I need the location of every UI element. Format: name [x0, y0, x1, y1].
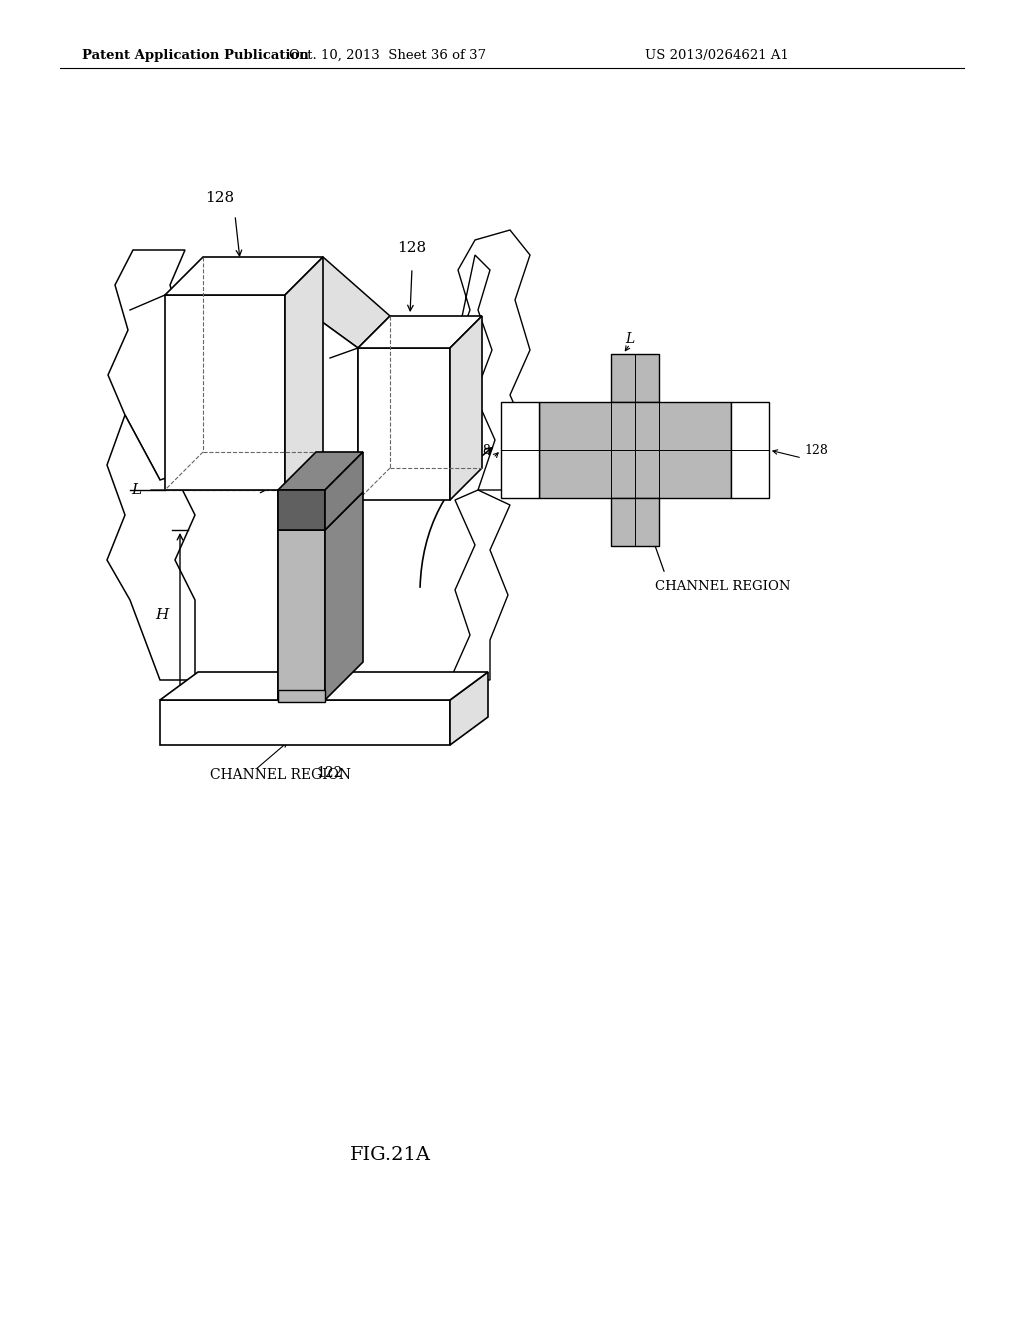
Polygon shape — [455, 230, 530, 490]
Polygon shape — [358, 315, 482, 348]
Polygon shape — [278, 531, 325, 700]
Polygon shape — [358, 348, 450, 500]
Polygon shape — [539, 403, 731, 498]
Text: 128: 128 — [467, 444, 490, 457]
Polygon shape — [165, 294, 285, 490]
Text: CHANNEL REGION: CHANNEL REGION — [655, 579, 791, 593]
Polygon shape — [285, 294, 358, 500]
Text: L: L — [626, 333, 635, 346]
Text: FIG.21A: FIG.21A — [349, 1146, 430, 1164]
Text: H: H — [694, 418, 707, 433]
Text: 128: 128 — [397, 242, 427, 255]
Text: US 2013/0264621 A1: US 2013/0264621 A1 — [645, 49, 788, 62]
Polygon shape — [278, 490, 325, 531]
Polygon shape — [285, 451, 390, 500]
Text: 128: 128 — [206, 191, 234, 205]
Polygon shape — [285, 257, 323, 490]
Polygon shape — [450, 315, 482, 500]
Polygon shape — [278, 451, 362, 490]
Polygon shape — [160, 672, 488, 700]
Polygon shape — [160, 700, 450, 744]
Polygon shape — [106, 414, 195, 680]
Polygon shape — [285, 257, 390, 348]
Text: 122: 122 — [316, 766, 343, 780]
Polygon shape — [278, 690, 325, 702]
Polygon shape — [325, 451, 362, 531]
Text: 128: 128 — [804, 444, 827, 457]
Polygon shape — [108, 249, 185, 480]
Text: 171: 171 — [252, 723, 279, 737]
Text: H: H — [694, 467, 707, 480]
Polygon shape — [278, 490, 325, 700]
Text: CHANNEL REGION: CHANNEL REGION — [210, 768, 351, 781]
Text: H: H — [156, 609, 169, 622]
Text: Oct. 10, 2013  Sheet 36 of 37: Oct. 10, 2013 Sheet 36 of 37 — [290, 49, 486, 62]
Text: Patent Application Publication: Patent Application Publication — [82, 49, 309, 62]
Polygon shape — [165, 257, 323, 294]
Polygon shape — [450, 490, 510, 680]
Polygon shape — [501, 403, 539, 498]
Text: L: L — [131, 483, 141, 498]
Polygon shape — [611, 498, 659, 546]
Polygon shape — [731, 403, 769, 498]
Polygon shape — [325, 492, 362, 700]
Polygon shape — [450, 672, 488, 744]
Polygon shape — [611, 354, 659, 403]
